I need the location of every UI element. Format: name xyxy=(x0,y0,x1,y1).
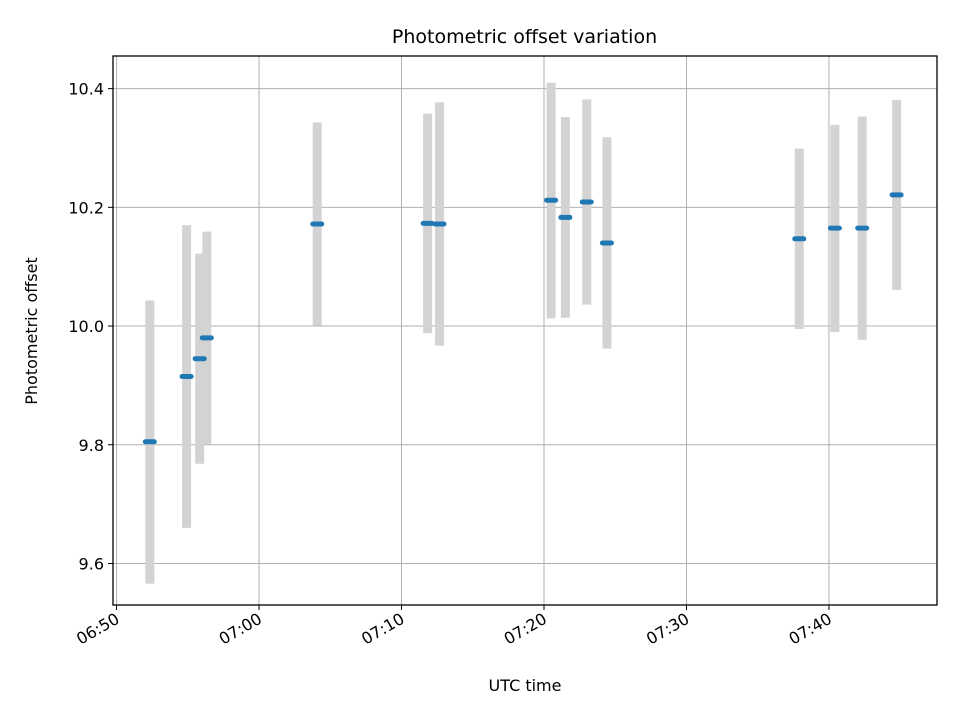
y-axis-label: Photometric offset xyxy=(22,257,41,405)
x-axis-label: UTC time xyxy=(489,676,562,695)
plot-frame xyxy=(112,55,938,606)
data-markers xyxy=(142,192,904,445)
chart-title: Photometric offset variation xyxy=(392,26,657,48)
y-tick-label: 10.4 xyxy=(68,80,104,99)
y-axis: 9.6 9.8 10.0 10.2 10.4 xyxy=(68,80,113,573)
y-tick-label: 9.6 xyxy=(79,554,104,573)
y-tick-label: 10.2 xyxy=(68,198,104,217)
y-tick-label: 10.0 xyxy=(68,317,104,336)
y-tick-label: 9.8 xyxy=(79,436,104,455)
